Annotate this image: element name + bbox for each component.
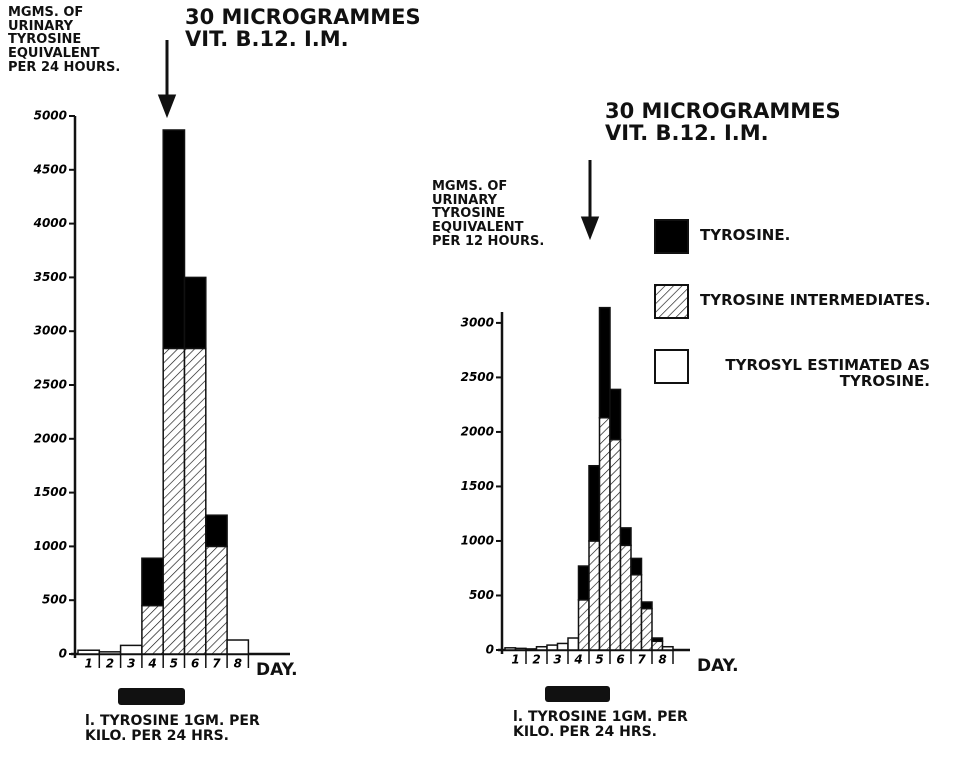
treatment-bar [545,686,610,702]
y-tick-label: 2000 [461,424,494,438]
bar-segment [183,276,207,350]
x-tick-label: 8 [658,653,666,667]
x-tick-label: 8 [234,657,242,671]
x-tick-label: 7 [637,653,646,667]
legend-label: TYROSYL ESTIMATED AS TYROSINE. [725,356,930,390]
y-tick-label: 0 [59,647,67,661]
bar-segment [183,347,207,655]
note: l. TYROSINE 1GM. PER KILO. PER 24 HRS. [513,709,688,740]
bar-segment [525,648,538,651]
bar-segment [226,639,250,655]
x-tick-label: 6 [191,657,199,671]
legend-swatch [654,284,689,319]
y-tick-label: 1000 [461,533,494,547]
x-tick-label: 4 [147,657,156,671]
y-tick-label: 1000 [34,539,67,553]
bar-segment [588,540,601,651]
y-axis-label: MGMS. OF URINARY TYROSINE EQUIVALENT PER… [432,179,545,249]
y-tick-label: 3500 [34,270,67,284]
bar-segment [640,601,653,610]
bar-segment [598,417,611,651]
legend-label: TYROSINE INTERMEDIATES. [700,291,931,309]
x-tick-label: 7 [212,657,221,671]
x-axis-label: DAY. [256,660,298,680]
bar-segment [609,438,622,651]
y-tick-label: 2500 [461,370,494,384]
y-tick-label: 1500 [34,485,67,499]
x-tick-label: 3 [127,657,135,671]
bar-segment [119,644,143,655]
bar-segment [588,464,601,542]
y-tick-label: 500 [469,588,494,602]
treatment-bar [118,688,185,705]
y-tick-label: 1500 [461,479,494,493]
bar-segment [205,514,228,548]
x-tick-label: 2 [532,653,540,667]
bar-segment [619,527,632,547]
y-tick-label: 5000 [34,109,67,123]
y-axis-label: MGMS. OF URINARY TYROSINE EQUIVALENT PER… [8,5,121,75]
bar-segment [598,306,611,419]
legend-swatch [654,219,689,254]
bar-segment [141,604,164,655]
y-tick-label: 2000 [34,431,67,445]
bar-segment [651,637,664,643]
bar-segment [77,649,101,655]
y-tick-label: 2500 [34,378,67,392]
x-tick-label: 1 [84,657,92,671]
bar-segment [98,651,122,655]
x-tick-label: 2 [106,657,114,671]
legend-label: TYROSINE. [700,226,791,244]
y-tick-label: 4500 [33,162,67,176]
y-tick-label: 0 [486,643,494,657]
bar-segment [535,645,548,651]
annotation: 30 MICROGRAMMES VIT. B.12. I.M. [605,99,841,146]
bar-segment [651,640,664,651]
x-tick-label: 1 [511,653,519,667]
x-tick-label: 5 [170,657,178,671]
y-tick-label: 3000 [34,324,67,338]
bar-segment [141,557,164,607]
bar-segment [661,645,674,651]
bar-segment [205,545,228,655]
legend-swatch [654,349,689,384]
x-axis-label: DAY. [697,656,739,676]
bar-segment [567,637,580,651]
bar-segment [630,574,643,651]
y-tick-label: 4000 [33,216,67,230]
bar-segment [577,599,590,651]
bar-segment [162,347,186,655]
bar-segment [546,644,559,651]
bar-segment [514,647,527,651]
annotation: 30 MICROGRAMMES VIT. B.12. I.M. [185,5,421,52]
note: l. TYROSINE 1GM. PER KILO. PER 24 HRS. [85,713,260,744]
bar-segment [609,388,622,441]
bar-segment [162,129,186,350]
bar-segment [504,647,517,651]
bar-segment [619,544,632,651]
bar-segment [577,565,590,601]
x-tick-label: 4 [573,653,582,667]
y-tick-label: 500 [42,593,67,607]
y-tick-label: 3000 [461,315,494,329]
bar-segment [630,557,643,576]
x-tick-label: 3 [553,653,561,667]
bar-segment [556,642,569,651]
bar-segment [640,607,653,651]
arrow [157,40,600,241]
x-tick-label: 5 [595,653,603,667]
x-tick-label: 6 [616,653,624,667]
